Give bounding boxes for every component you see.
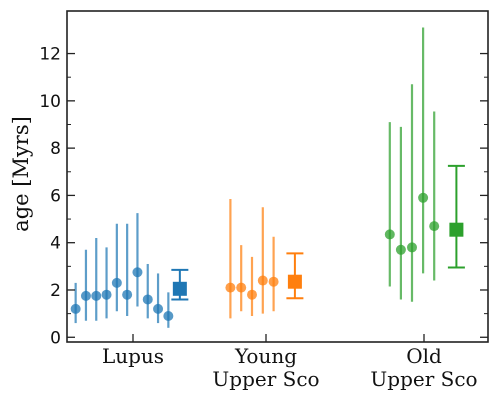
x-category-label: Old (406, 344, 442, 368)
data-point (418, 192, 429, 203)
y-tick-label: 2 (50, 281, 61, 301)
x-category-label: Young (234, 344, 297, 368)
y-tick-label: 8 (50, 139, 61, 159)
data-point (91, 290, 102, 301)
x-category-label: Upper Sco (212, 367, 319, 391)
data-point (101, 289, 112, 300)
data-marks (70, 27, 465, 328)
data-point (268, 276, 279, 287)
data-point (80, 290, 91, 301)
data-point (225, 282, 236, 293)
data-point (395, 244, 406, 255)
x-category-label: Upper Sco (370, 367, 477, 391)
data-point (70, 303, 81, 314)
data-point (236, 282, 247, 293)
data-point (122, 289, 133, 300)
data-point (384, 229, 395, 240)
summary-marker (287, 274, 302, 289)
y-tick-label: 10 (39, 92, 61, 112)
summary-marker (172, 281, 187, 296)
data-point (142, 294, 153, 305)
summary-marker (449, 222, 464, 237)
x-category-label: Lupus (102, 344, 164, 368)
data-point (132, 267, 143, 278)
y-tick-label: 6 (50, 186, 61, 206)
data-point (111, 277, 122, 288)
data-point (257, 275, 268, 286)
y-tick-label: 4 (50, 234, 61, 254)
y-axis-title: age [Myrs] (9, 116, 33, 232)
plot-frame (66, 10, 489, 343)
data-point (247, 289, 257, 300)
y-tick-label: 0 (50, 328, 61, 348)
data-point (407, 242, 417, 253)
data-point (163, 310, 174, 321)
y-tick-label: 12 (39, 45, 61, 65)
data-point (429, 221, 440, 232)
data-point (153, 303, 164, 314)
